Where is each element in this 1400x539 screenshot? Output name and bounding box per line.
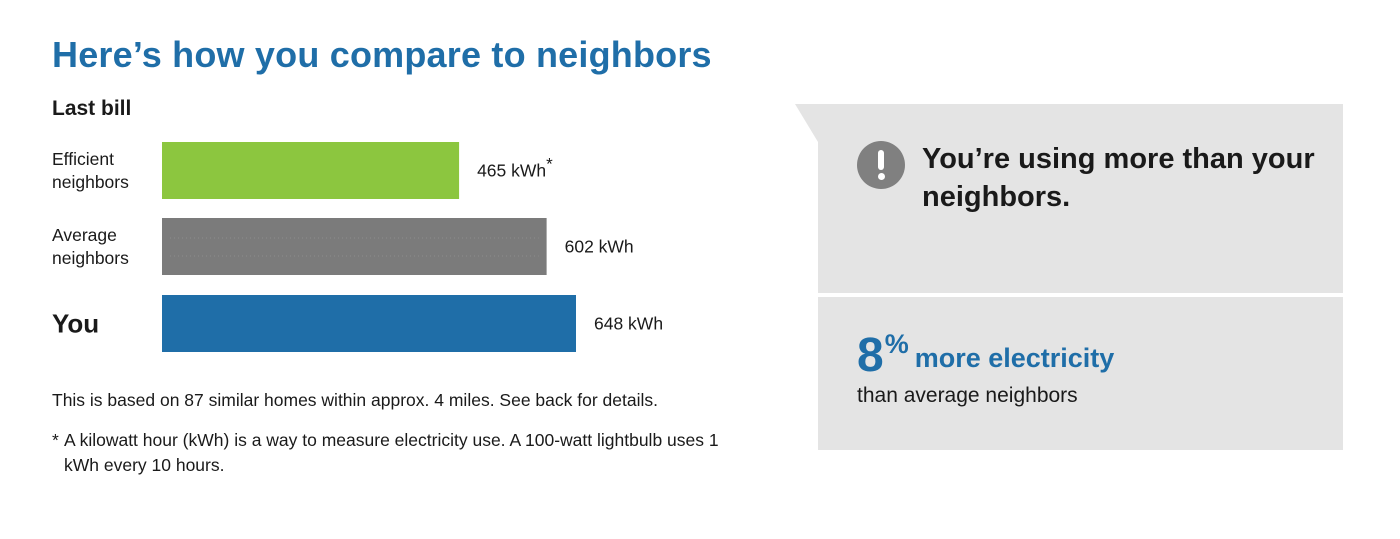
percent-headline: 8% more electricity	[857, 328, 1114, 383]
percent-panel	[818, 297, 1343, 450]
chart-subtitle: Last bill	[52, 97, 132, 120]
value-label-efficient-neighbors: 465 kWh*	[477, 155, 553, 181]
bar-average-neighbors	[162, 218, 547, 275]
category-label-efficient-neighbors: Efficient neighbors	[52, 149, 129, 192]
bar-you	[162, 295, 576, 352]
percent-label: more electricity	[914, 343, 1115, 373]
page-title: Here’s how you compare to neighbors	[52, 34, 712, 75]
category-label-you: You	[52, 309, 99, 339]
usage-comparison-chart: Efficient neighbors 465 kWh* Average neighbo…	[52, 142, 663, 352]
percent-value: 8	[857, 329, 884, 382]
exclamation-icon	[857, 141, 905, 189]
percent-sign: %	[884, 329, 909, 359]
kwh-footnote: * A kilowatt hour (kWh) is a way to meas…	[52, 428, 732, 478]
callout-panel	[795, 104, 1343, 293]
bar-efficient-neighbors	[162, 142, 460, 199]
callout-message: You’re using more than your neighbors.	[922, 143, 1315, 213]
percent-comparison: than average neighbors	[857, 384, 1078, 407]
value-label-you: 648 kWh	[594, 314, 663, 334]
footnote-marker: *	[52, 430, 59, 450]
category-label-average-neighbors: Average neighbors	[52, 225, 129, 268]
value-label-average-neighbors: 602 kWh	[565, 237, 634, 257]
footnote-text: A kilowatt hour (kWh) is a way to measur…	[64, 430, 719, 475]
comparison-note: This is based on 87 similar homes within…	[52, 390, 658, 410]
